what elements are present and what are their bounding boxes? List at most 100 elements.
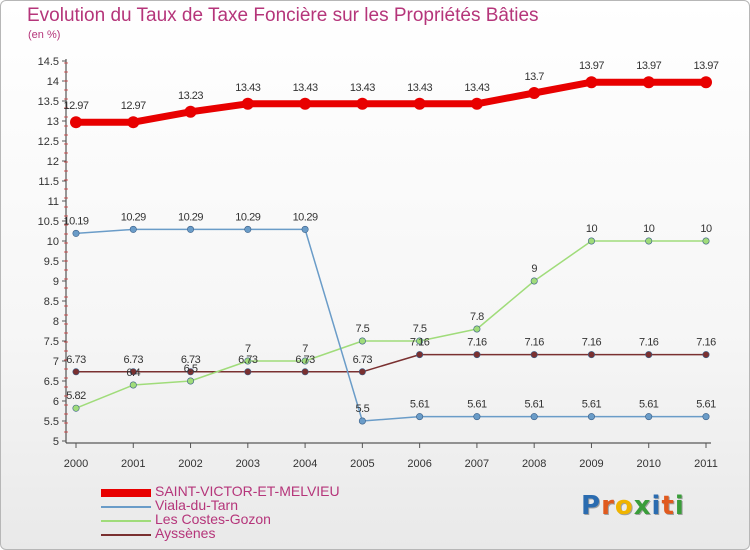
data-label: 6.73 [353, 354, 373, 366]
data-label: 10.29 [293, 211, 318, 223]
data-point [473, 413, 481, 421]
data-point [72, 404, 80, 412]
x-tick-label: 2009 [579, 458, 603, 470]
x-tick-label: 2003 [236, 458, 260, 470]
data-label: 7.16 [524, 337, 544, 349]
data-label: 7.16 [582, 337, 602, 349]
legend-label: Les Costes-Gozon [155, 511, 271, 527]
data-label: 10.19 [63, 215, 88, 227]
data-point [72, 368, 80, 376]
logo-letter: r [601, 491, 615, 521]
data-label: 7.16 [410, 337, 430, 349]
logo-letter: i [674, 491, 685, 521]
data-point [129, 368, 137, 376]
data-point [530, 413, 538, 421]
data-label: 13.43 [235, 82, 260, 94]
data-point [473, 325, 481, 333]
data-point [244, 368, 252, 376]
data-label: 13.43 [293, 82, 318, 94]
data-point [127, 116, 140, 129]
data-point [356, 97, 369, 110]
series-line [75, 228, 707, 422]
data-label: 7.5 [413, 323, 427, 335]
data-point [642, 76, 655, 89]
legend-swatch [101, 489, 151, 497]
data-label: 5.61 [467, 399, 487, 411]
data-point [587, 413, 595, 421]
x-tick-label: 2006 [407, 458, 431, 470]
proxiti-logo: Proxiti [581, 491, 685, 521]
y-tick-label: 12.5 [38, 136, 59, 148]
data-label: 6.73 [295, 354, 315, 366]
data-point [301, 357, 309, 365]
series-line [75, 353, 707, 373]
data-point [358, 337, 366, 345]
data-point [187, 225, 195, 233]
data-point [299, 97, 312, 110]
legend-swatch [101, 520, 151, 522]
data-label: 13.43 [407, 82, 432, 94]
data-point [70, 116, 82, 129]
data-label: 6.5 [184, 363, 198, 375]
data-label: 6.73 [66, 354, 86, 366]
data-point [645, 351, 653, 359]
data-point [416, 413, 424, 421]
logo-letter: P [581, 491, 602, 521]
data-point [413, 97, 426, 110]
data-label: 12.97 [121, 100, 146, 112]
y-tick-label: 9.5 [44, 256, 59, 268]
y-tick-label: 9 [53, 276, 59, 288]
data-point [301, 368, 309, 376]
data-point [241, 97, 254, 110]
x-tick-label: 2011 [694, 458, 718, 470]
data-point [129, 225, 137, 233]
y-tick-label: 6.5 [44, 376, 59, 388]
legend-label: SAINT-VICTOR-ET-MELVIEU [155, 483, 340, 499]
data-point [585, 76, 598, 89]
data-point [587, 351, 595, 359]
data-label: 13.43 [464, 82, 489, 94]
data-point [358, 368, 366, 376]
data-label: 7.16 [639, 337, 659, 349]
data-label: 13.43 [350, 82, 375, 94]
data-point [244, 225, 252, 233]
data-point [530, 277, 538, 285]
data-point [702, 351, 710, 359]
data-label: 10.29 [178, 211, 203, 223]
data-label: 7 [245, 343, 251, 355]
data-label: 6.73 [238, 354, 258, 366]
y-tick-label: 13.5 [38, 96, 59, 108]
data-point [528, 87, 541, 99]
data-label: 6.4 [126, 367, 140, 379]
data-point [530, 351, 538, 359]
data-label: 7.16 [696, 337, 716, 349]
data-point [645, 413, 653, 421]
x-tick-label: 2000 [64, 458, 88, 470]
data-label: 10.29 [121, 211, 146, 223]
data-label: 5.82 [66, 390, 86, 402]
y-tick-label: 5 [53, 436, 59, 448]
data-point [358, 417, 366, 425]
data-label: 6.73 [124, 354, 144, 366]
data-label: 13.97 [636, 60, 661, 72]
x-tick-label: 2008 [522, 458, 546, 470]
y-tick-label: 11.5 [38, 176, 59, 188]
data-label: 5.61 [410, 399, 430, 411]
x-tick-label: 2002 [178, 458, 202, 470]
data-label: 5.61 [524, 399, 544, 411]
data-label: 13.97 [693, 60, 718, 72]
data-point [587, 237, 595, 245]
data-point [473, 351, 481, 359]
legend-label: Ayssènes [155, 525, 216, 541]
chart-title: Evolution du Taux de Taxe Foncière sur l… [27, 5, 539, 26]
data-label: 13.23 [178, 90, 203, 102]
y-tick-label: 13 [47, 116, 59, 128]
legend-label: Viala-du-Tarn [155, 497, 239, 513]
data-label: 7.16 [467, 337, 487, 349]
logo-letter: t [661, 491, 675, 521]
data-point [244, 357, 252, 365]
data-label: 6.73 [181, 354, 201, 366]
data-label: 5.61 [639, 399, 659, 411]
